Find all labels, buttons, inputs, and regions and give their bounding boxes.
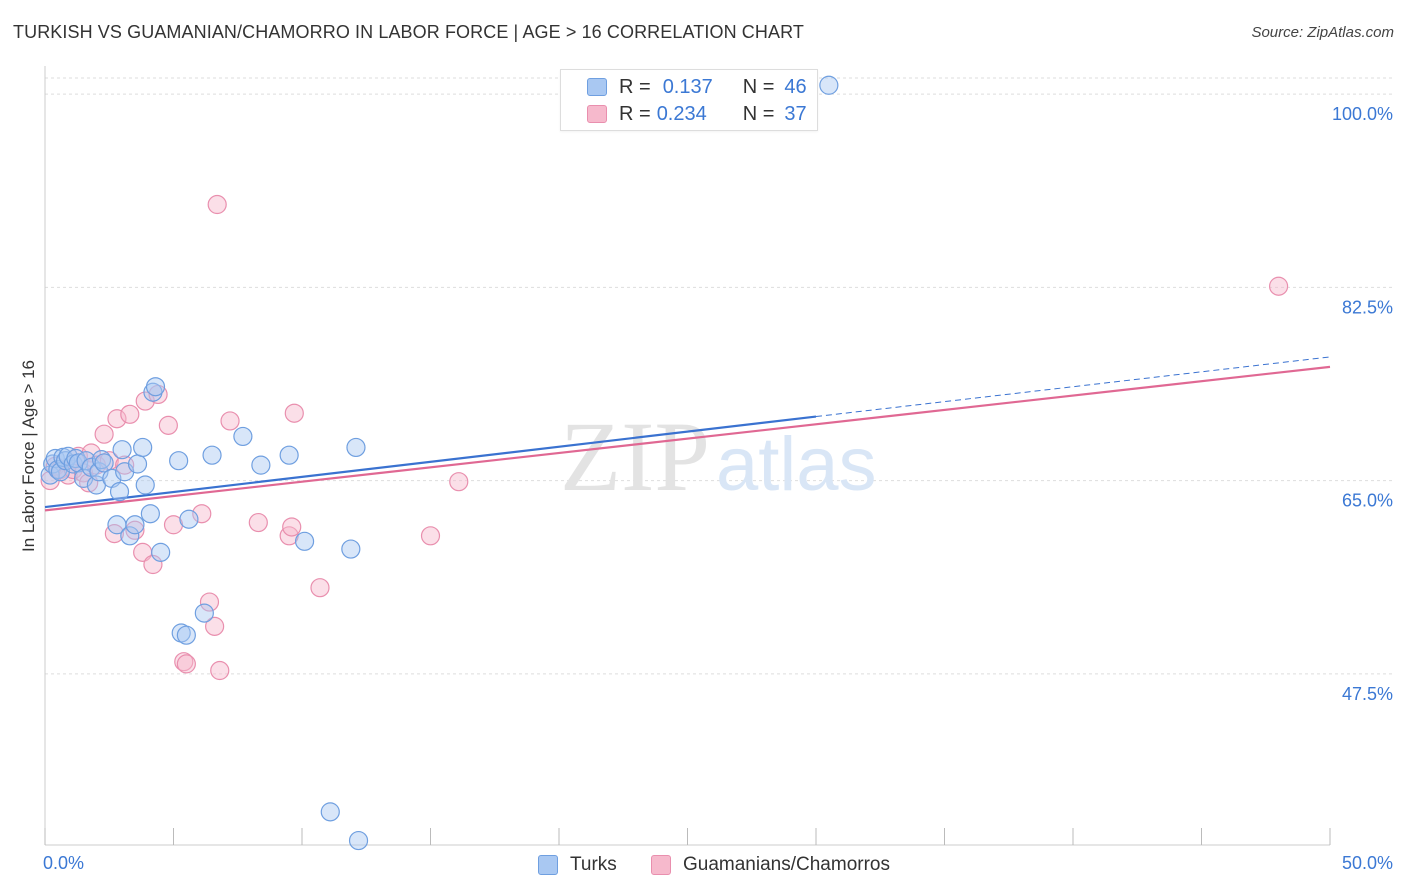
turks-legend-swatch [538, 855, 558, 875]
turks-point [346, 437, 366, 458]
guam-point [174, 652, 194, 672]
guam-point [205, 616, 225, 636]
guam-point [176, 654, 196, 674]
x-tick-label: 0.0% [43, 853, 84, 873]
y-tick-label: 65.0% [1342, 491, 1393, 511]
guam-point [282, 517, 302, 537]
guam-point [94, 424, 114, 444]
turks-point [145, 377, 166, 397]
series-turks-points [40, 75, 839, 851]
y-tick-label: 100.0% [1332, 104, 1393, 124]
guam-point [158, 415, 178, 435]
turks-point [320, 802, 340, 822]
y-axis-ticks: 100.0% 82.5% 65.0% 47.5% [1332, 104, 1393, 704]
turks-point [279, 445, 299, 465]
legend-row-turks: R = 0.137 N = 46 [587, 74, 807, 100]
guam-r-value: 0.234 [656, 102, 707, 125]
guam-n-value: 37 [784, 102, 807, 125]
watermark-atlas: atlas [716, 422, 877, 507]
turks-point [819, 75, 839, 95]
x-axis-ticks: 0.0% 50.0% [43, 828, 1393, 873]
guam-point [284, 403, 304, 423]
turks-point [169, 451, 189, 471]
turks-point [194, 603, 214, 623]
turks-point [91, 450, 112, 470]
turks-point [348, 830, 369, 851]
guam-point [199, 592, 220, 612]
x-tick-label: 50.0% [1342, 853, 1393, 873]
turks-point [294, 531, 315, 551]
guam-point [120, 404, 140, 424]
guam-legend-label: Guamanians/Chamorros [683, 854, 890, 875]
guam-point [207, 194, 227, 215]
guam-point [107, 409, 127, 429]
guam-point [248, 512, 268, 533]
turks-r-label: R = [619, 75, 651, 98]
source-label: Source: ZipAtlas.com [1251, 24, 1394, 41]
turks-point [127, 454, 148, 474]
turks-point [176, 625, 196, 645]
turks-r-value: 0.137 [662, 75, 713, 98]
grid-lines [45, 77, 1392, 675]
turks-point [133, 437, 153, 458]
turks-point [251, 455, 271, 475]
turks-swatch [587, 78, 607, 96]
y-tick-label: 82.5% [1342, 297, 1393, 317]
chart-title: TURKISH VS GUAMANIAN/CHAMORRO IN LABOR F… [13, 22, 804, 42]
watermark-zip: ZIP [560, 401, 710, 512]
guam-trend-line [44, 365, 1331, 512]
correlation-legend: R = 0.137 N = 46 R = 0.234 N = 37 [560, 69, 818, 131]
bottom-legend-turks[interactable]: Turks [538, 852, 617, 878]
turks-n-value: 46 [784, 75, 807, 98]
turks-trend-line [44, 415, 817, 509]
trend-lines [44, 356, 1331, 512]
turks-legend-label: Turks [570, 854, 617, 875]
turks-point [109, 482, 130, 502]
guam-point [125, 520, 145, 540]
turks-point [151, 542, 171, 562]
guam-swatch [587, 105, 607, 123]
turks-point [112, 440, 132, 460]
turks-point [94, 453, 114, 473]
guam-point [220, 411, 240, 431]
turks-point [68, 453, 89, 473]
y-tick-label: 47.5% [1342, 684, 1393, 704]
guam-point [143, 554, 163, 575]
turks-point [125, 515, 145, 535]
guam-r-label: R = [619, 102, 651, 125]
turks-point [140, 504, 160, 524]
guam-point [1268, 276, 1289, 296]
turks-point [341, 539, 361, 559]
guam-point [210, 660, 230, 681]
turks-n-label: N = [742, 75, 775, 98]
bottom-legend-guam[interactable]: Guamanians/Chamorros [651, 852, 890, 878]
guam-n-label: N = [742, 102, 775, 125]
legend-row-guam: R = 0.234 N = 37 [587, 101, 807, 127]
y-axis-label: In Labor Force | Age > 16 [19, 360, 38, 552]
guam-point [420, 526, 441, 546]
guam-legend-swatch [651, 855, 671, 875]
turks-point [233, 426, 253, 447]
watermark: ZIP atlas [560, 401, 877, 512]
guam-point [449, 472, 469, 492]
turks-point [135, 475, 155, 495]
turks-point [179, 509, 199, 529]
turks-trend-extension [815, 356, 1331, 418]
turks-point [202, 445, 222, 465]
guam-point [310, 578, 330, 598]
turks-point [120, 526, 140, 546]
